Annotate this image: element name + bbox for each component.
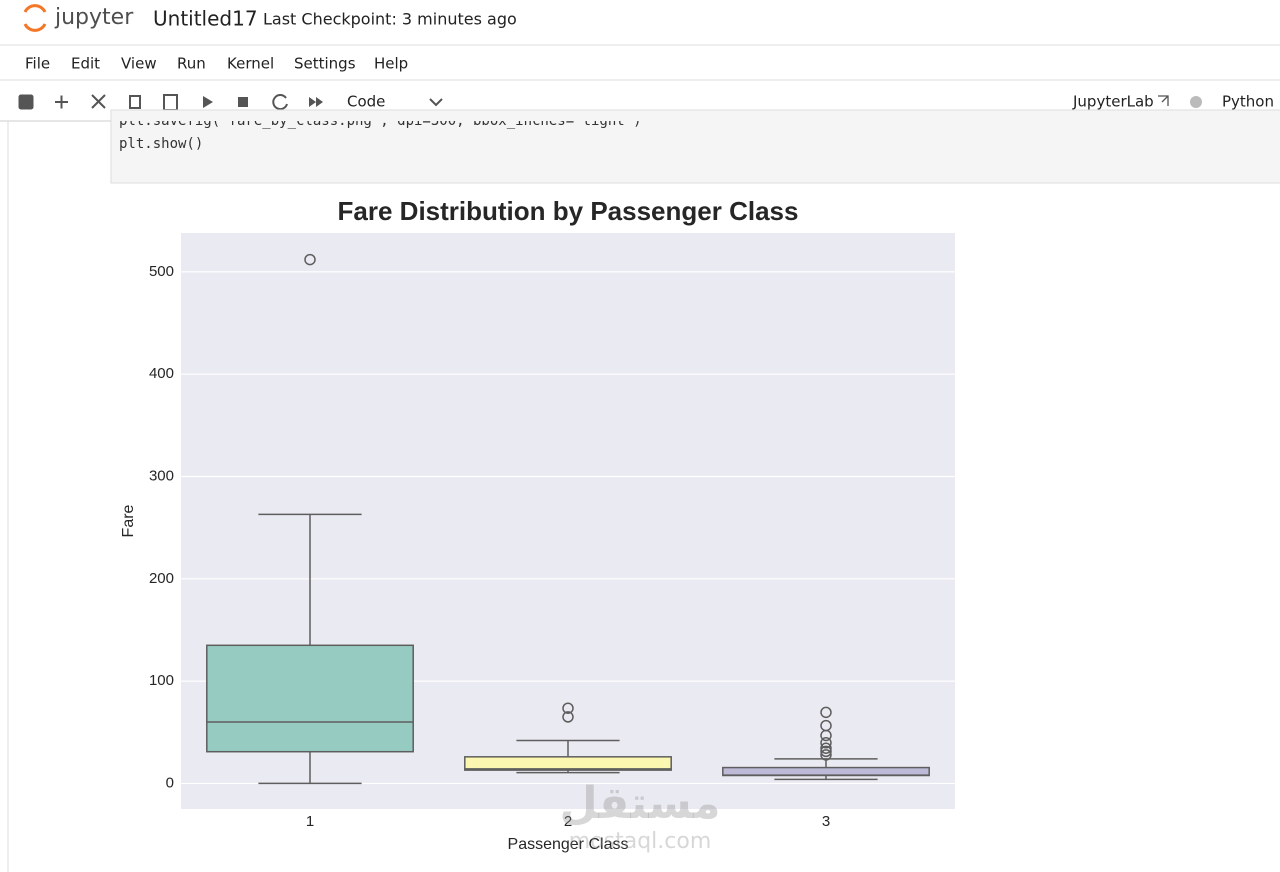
outlier	[820, 737, 832, 749]
outlier	[820, 706, 832, 719]
outlier	[820, 742, 832, 754]
y-tick-label: 400	[149, 365, 174, 382]
y-tick-label: 500	[149, 263, 174, 280]
run-icon[interactable]	[203, 96, 213, 108]
code-line: plt.savefig('fare_by_class.png', dpi=300…	[119, 113, 642, 129]
x-tick-label: 3	[822, 813, 830, 830]
dropdown-chevron[interactable]	[429, 98, 443, 107]
chart-title: Fare Distribution by Passenger Class	[338, 196, 799, 226]
menu-item[interactable]: File	[25, 55, 50, 73]
y-axis-label: Fare	[120, 504, 137, 537]
logo-icon[interactable]	[23, 4, 47, 32]
x-axis-label: Passenger Class	[508, 836, 629, 853]
stop-icon[interactable]	[238, 97, 248, 107]
y-tick-label: 300	[149, 467, 174, 484]
watermark: mostaql.com	[569, 829, 712, 854]
cut-icon[interactable]	[91, 94, 106, 109]
box	[206, 644, 414, 753]
copy-icon[interactable]	[129, 95, 141, 109]
menu-item[interactable]: Settings	[294, 55, 356, 73]
outlier	[820, 719, 832, 732]
save-icon[interactable]	[18, 94, 34, 110]
external-icon	[1158, 95, 1169, 106]
menu-item[interactable]: Kernel	[227, 55, 274, 73]
code-line: plt.show()	[119, 136, 203, 152]
menu-bar: File Edit View Run Kernel Settings Help	[25, 55, 408, 73]
y-tick-label: 200	[149, 570, 174, 587]
paste-icon[interactable]	[163, 94, 178, 111]
outlier	[820, 749, 832, 761]
code-cell[interactable]	[110, 109, 1280, 184]
box	[464, 756, 672, 771]
checkpoint: Last Checkpoint: 3 minutes ago	[263, 10, 517, 29]
x-tick-label: 2	[564, 813, 572, 830]
y-tick-label: 0	[166, 774, 174, 791]
logo-text: jupyter	[54, 5, 134, 30]
outlier	[304, 253, 316, 266]
chart: 0 100 200 300 400 500 1 2 3 Fare Distribution by …	[120, 196, 955, 854]
menu-item[interactable]: Help	[374, 55, 408, 73]
watermark: مستقل	[560, 778, 721, 829]
box	[722, 766, 930, 777]
outlier	[562, 711, 574, 723]
notebook-title[interactable]: Untitled17	[153, 7, 258, 31]
restart-icon[interactable]	[272, 94, 288, 111]
outlier	[562, 702, 574, 714]
y-tick-label: 100	[149, 672, 174, 689]
cell-type[interactable]: Code	[347, 93, 385, 111]
outlier	[820, 745, 832, 758]
toolbar-icons	[18, 94, 1202, 111]
x-tick-label: 1	[306, 813, 314, 830]
menu-item[interactable]: View	[121, 55, 157, 73]
menu-item[interactable]: Run	[177, 55, 206, 73]
debug-icon[interactable]	[1190, 96, 1202, 108]
kernel-name[interactable]: Python [	[1222, 93, 1280, 111]
menu-item[interactable]: Edit	[71, 55, 100, 73]
run-all-icon[interactable]	[309, 97, 323, 107]
add-icon[interactable]	[55, 95, 68, 109]
jupyterlab-link[interactable]: JupyterLab	[1072, 93, 1154, 111]
code-area: plt.savefig('fare_by_class.png', dpi=300…	[119, 113, 642, 152]
